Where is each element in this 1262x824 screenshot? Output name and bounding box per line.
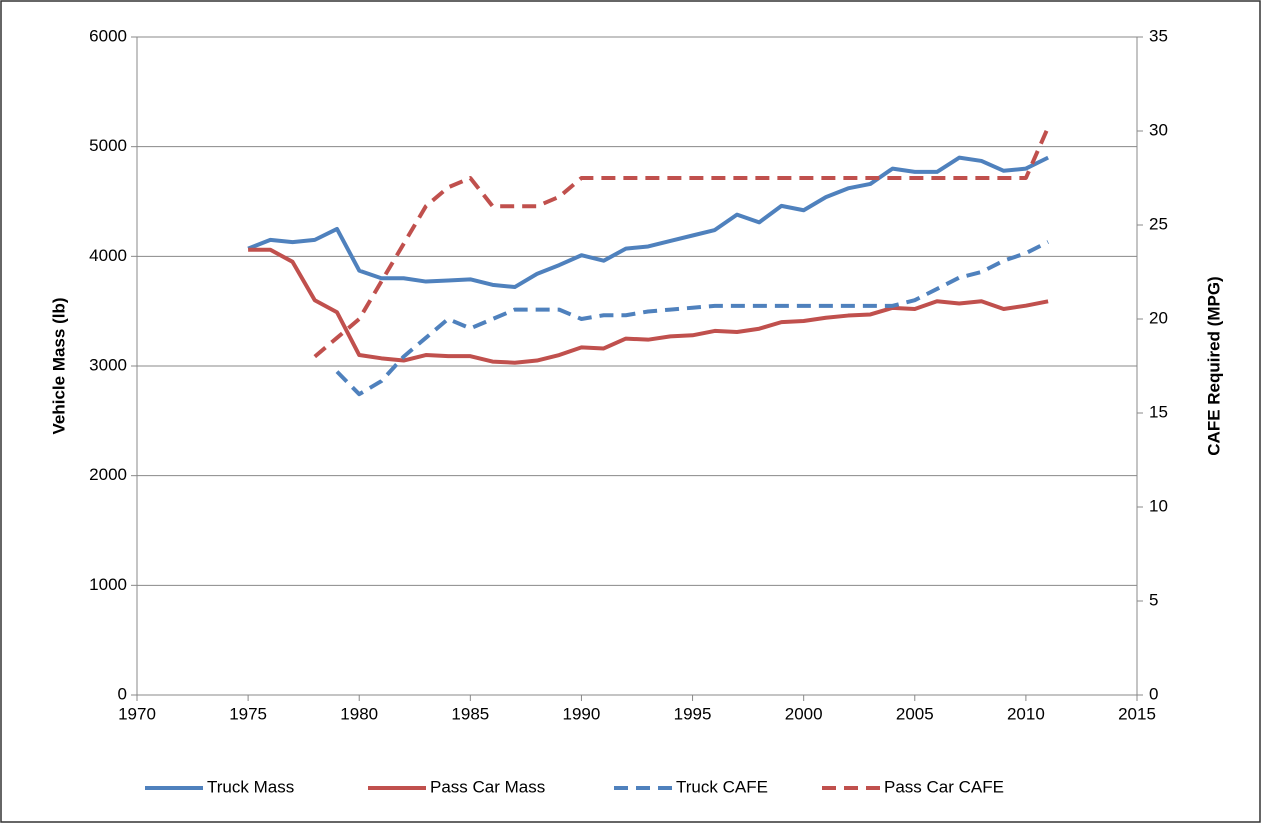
y-tick-label: 2000 (89, 465, 127, 484)
y-tick-label: 6000 (89, 26, 127, 45)
x-tick-label: 1975 (229, 704, 267, 723)
y2-tick-label: 35 (1149, 26, 1168, 45)
x-tick-label: 1980 (340, 704, 378, 723)
y2-tick-label: 15 (1149, 402, 1168, 421)
y-tick-label: 5000 (89, 136, 127, 155)
y-axis-label: Vehicle Mass (lb) (49, 298, 68, 435)
x-tick-label: 1985 (451, 704, 489, 723)
y2-tick-label: 5 (1149, 590, 1158, 609)
y2-axis-label: CAFE Required (MPG) (1204, 276, 1223, 455)
x-tick-label: 2000 (785, 704, 823, 723)
y2-tick-label: 20 (1149, 308, 1168, 327)
legend-label: Pass Car CAFE (884, 777, 1004, 796)
x-tick-label: 2015 (1118, 704, 1156, 723)
series-line (248, 247, 1049, 365)
series-line (313, 126, 1050, 359)
x-tick-label: 1995 (674, 704, 712, 723)
x-tick-label: 2010 (1007, 704, 1045, 723)
series-line (247, 155, 1049, 290)
y-tick-label: 0 (118, 684, 127, 703)
y-tick-label: 1000 (89, 575, 127, 594)
x-tick-label: 1970 (118, 704, 156, 723)
series-line (335, 240, 1050, 397)
legend-label: Pass Car Mass (430, 777, 545, 796)
legend-label: Truck Mass (207, 777, 294, 796)
y-tick-label: 4000 (89, 246, 127, 265)
y2-tick-label: 0 (1149, 684, 1158, 703)
y2-tick-label: 25 (1149, 214, 1168, 233)
y2-tick-label: 30 (1149, 120, 1168, 139)
y2-tick-label: 10 (1149, 496, 1168, 515)
legend-label: Truck CAFE (676, 777, 768, 796)
x-tick-label: 2005 (896, 704, 934, 723)
x-tick-label: 1990 (563, 704, 601, 723)
y-tick-label: 3000 (89, 355, 127, 374)
